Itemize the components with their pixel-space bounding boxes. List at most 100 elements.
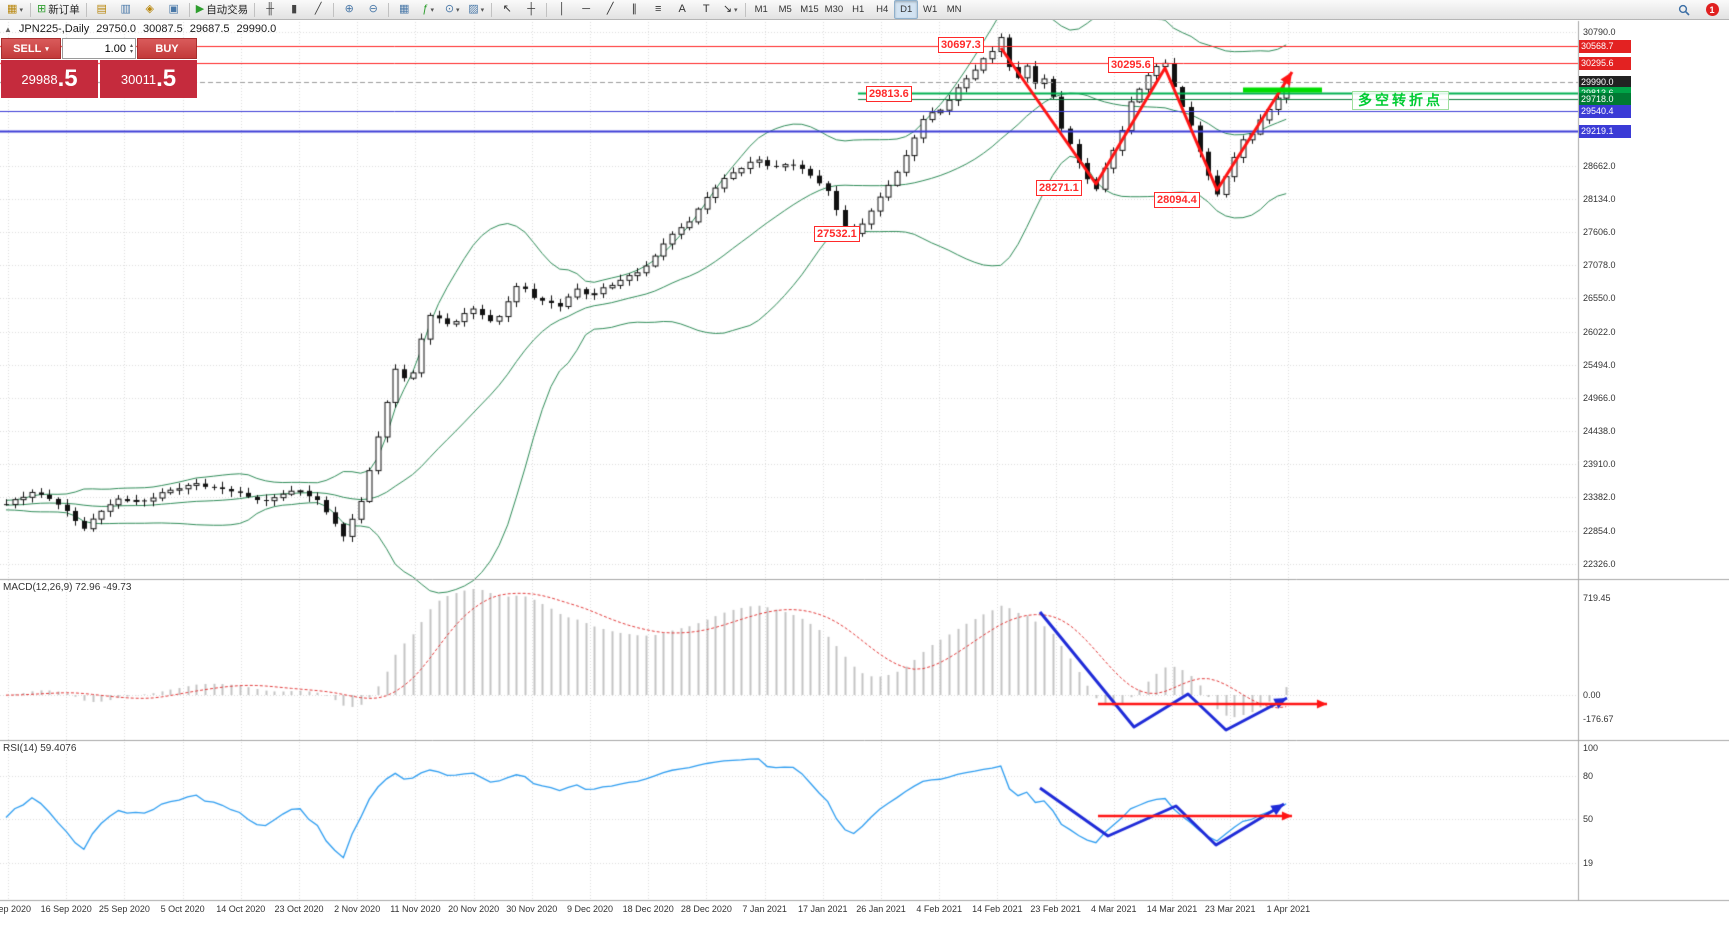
toolbar-separator <box>745 2 747 17</box>
search-icon <box>1678 4 1690 16</box>
sell-caret-icon: ▾ <box>45 45 49 53</box>
chart-window-icon: ▦ <box>7 3 18 15</box>
horizontal-line-icon: ─ <box>582 3 591 15</box>
volume-input[interactable] <box>63 41 128 56</box>
tf-mn-label: MN <box>946 4 962 15</box>
tf-h1-button[interactable]: H1 <box>846 0 870 19</box>
periods-caret-icon: ▾ <box>456 6 460 14</box>
cursor-button[interactable]: ↖ <box>495 0 519 19</box>
terminal-button[interactable]: ▣ <box>162 0 186 19</box>
autotrading-button[interactable]: ▶ 自动交易 <box>193 0 251 19</box>
zoom-out-button[interactable]: ⊖ <box>361 0 385 19</box>
bar-chart-button[interactable]: ╫ <box>258 0 282 19</box>
market-watch-button[interactable]: ▤ <box>90 0 114 19</box>
templates-button[interactable]: ▨ ▾ <box>464 0 488 19</box>
macd-label: MACD(12,26,9) 72.96 -49.73 <box>3 582 132 593</box>
tf-h4-button[interactable]: H4 <box>870 0 894 19</box>
tf-mn-button[interactable]: MN <box>942 0 966 19</box>
equidistant-channel-button[interactable]: ∥ <box>622 0 646 19</box>
new-order-icon: ⊞ <box>37 3 47 15</box>
periods-button[interactable]: ⊙ ▾ <box>440 0 464 19</box>
bid-price[interactable]: 29988 .5 <box>1 60 98 98</box>
crosshair-button[interactable]: ┼ <box>519 0 543 19</box>
navigator-button[interactable]: ◈ <box>138 0 162 19</box>
vertical-line-button[interactable]: │ <box>550 0 574 19</box>
toolbar-groups: ▦ ▾ ⊞ 新订单 ▤ ▥ ◈ ▣ ▶ 自动交易 ╫ ▮ ╱ ⊕ ⊖ ▦ ƒ ▾ ⊙ ▾ ▨ ▾ ↖ ┼ │ ─ ╱ ∥ ≡ A T ↘ ▾ M1… <box>3 0 966 19</box>
line-chart-button[interactable]: ╱ <box>306 0 330 19</box>
templates-icon: ▨ <box>468 3 479 15</box>
chart-window-button[interactable]: ▦ ▾ <box>3 0 27 19</box>
tf-h1-label: H1 <box>852 4 865 15</box>
arrow-objects-icon: ↘ <box>722 3 733 15</box>
rsi-label: RSI(14) 59.4076 <box>3 743 77 754</box>
chart-window-caret-icon: ▾ <box>19 6 23 14</box>
ask-fraction: .5 <box>156 65 177 92</box>
tf-d1-label: D1 <box>900 4 913 15</box>
symbol-name: JPN225-,Daily <box>18 23 90 35</box>
bid-fraction: .5 <box>57 65 78 92</box>
autotrading-icon: ▶ <box>195 3 205 15</box>
arrow-objects-caret-icon: ▾ <box>734 6 738 14</box>
notifications-button[interactable]: 1 <box>1700 0 1724 19</box>
sell-button[interactable]: SELL ▾ <box>1 38 61 59</box>
terminal-icon: ▣ <box>168 3 179 15</box>
text-icon: A <box>678 3 686 15</box>
market-watch-icon: ▤ <box>96 3 107 15</box>
ask-main: 30011 <box>120 71 157 87</box>
zoom-out-icon: ⊖ <box>368 3 378 15</box>
fibonacci-retracement-button[interactable]: ≡ <box>646 0 670 19</box>
buy-button[interactable]: BUY <box>137 38 197 59</box>
new-order-button[interactable]: ⊞ 新订单 <box>34 0 83 19</box>
volume-stepper[interactable]: ▴ ▾ <box>128 43 135 55</box>
volume-field: ▴ ▾ <box>62 38 136 59</box>
trade-panel-controls: SELL ▾ ▴ ▾ BUY <box>1 38 197 59</box>
text-label-button[interactable]: T <box>694 0 718 19</box>
tf-m15-label: M15 <box>800 4 819 15</box>
tile-windows-button[interactable]: ▦ <box>392 0 416 19</box>
tf-m30-label: M30 <box>824 4 844 15</box>
tf-m15-button[interactable]: M15 <box>797 0 821 19</box>
toolbar: ▦ ▾ ⊞ 新订单 ▤ ▥ ◈ ▣ ▶ 自动交易 ╫ ▮ ╱ ⊕ ⊖ ▦ ƒ ▾ ⊙ ▾ ▨ ▾ ↖ ┼ │ ─ ╱ ∥ ≡ A T ↘ ▾ M1… <box>0 0 1729 20</box>
trade-panel-collapse-icon[interactable]: ▲ <box>4 24 12 34</box>
candlestick-chart-button[interactable]: ▮ <box>282 0 306 19</box>
horizontal-line-button[interactable]: ─ <box>574 0 598 19</box>
ask-price[interactable]: 30011 .5 <box>100 60 197 98</box>
new-order-label: 新订单 <box>48 4 80 16</box>
text-button[interactable]: A <box>670 0 694 19</box>
buy-label: BUY <box>155 42 179 55</box>
bid-main: 29988 <box>21 71 58 87</box>
text-label-icon: T <box>702 3 710 15</box>
tf-w1-label: W1 <box>923 4 938 15</box>
arrow-objects-button[interactable]: ↘ ▾ <box>718 0 742 19</box>
zoom-in-button[interactable]: ⊕ <box>337 0 361 19</box>
trendline-button[interactable]: ╱ <box>598 0 622 19</box>
toolbar-separator <box>546 2 548 17</box>
fibonacci-retracement-icon: ≡ <box>654 3 662 15</box>
tf-h4-label: H4 <box>876 4 889 15</box>
data-window-button[interactable]: ▥ <box>114 0 138 19</box>
toolbar-right: 1 <box>1672 0 1726 19</box>
tf-m1-button[interactable]: M1 <box>749 0 773 19</box>
indicators-button[interactable]: ƒ ▾ <box>416 0 440 19</box>
search-button[interactable] <box>1672 0 1696 19</box>
tf-m1-label: M1 <box>754 4 768 15</box>
turning-point-label: 多空转折点 <box>1352 91 1449 110</box>
ohlc-low: 29687.5 <box>189 23 230 35</box>
tf-m5-button[interactable]: M5 <box>773 0 797 19</box>
volume-up-icon[interactable]: ▴ <box>129 42 133 49</box>
templates-caret-icon: ▾ <box>480 6 485 14</box>
toolbar-separator <box>85 2 87 17</box>
navigator-icon: ◈ <box>145 3 154 15</box>
ohlc-high: 30087.5 <box>143 23 183 35</box>
zoom-in-icon: ⊕ <box>344 3 354 15</box>
volume-down-icon[interactable]: ▾ <box>129 48 133 55</box>
toolbar-separator <box>388 2 390 17</box>
tf-d1-button[interactable]: D1 <box>894 0 919 19</box>
ohlc-open: 29750.0 <box>96 23 136 35</box>
one-click-trading-panel: SELL ▾ ▴ ▾ BUY 29988 .5 30011 .5 <box>1 38 197 98</box>
toolbar-separator <box>491 2 493 17</box>
tf-w1-button[interactable]: W1 <box>918 0 942 19</box>
ohlc-close: 29990.0 <box>236 23 277 35</box>
tf-m30-button[interactable]: M30 <box>822 0 846 19</box>
